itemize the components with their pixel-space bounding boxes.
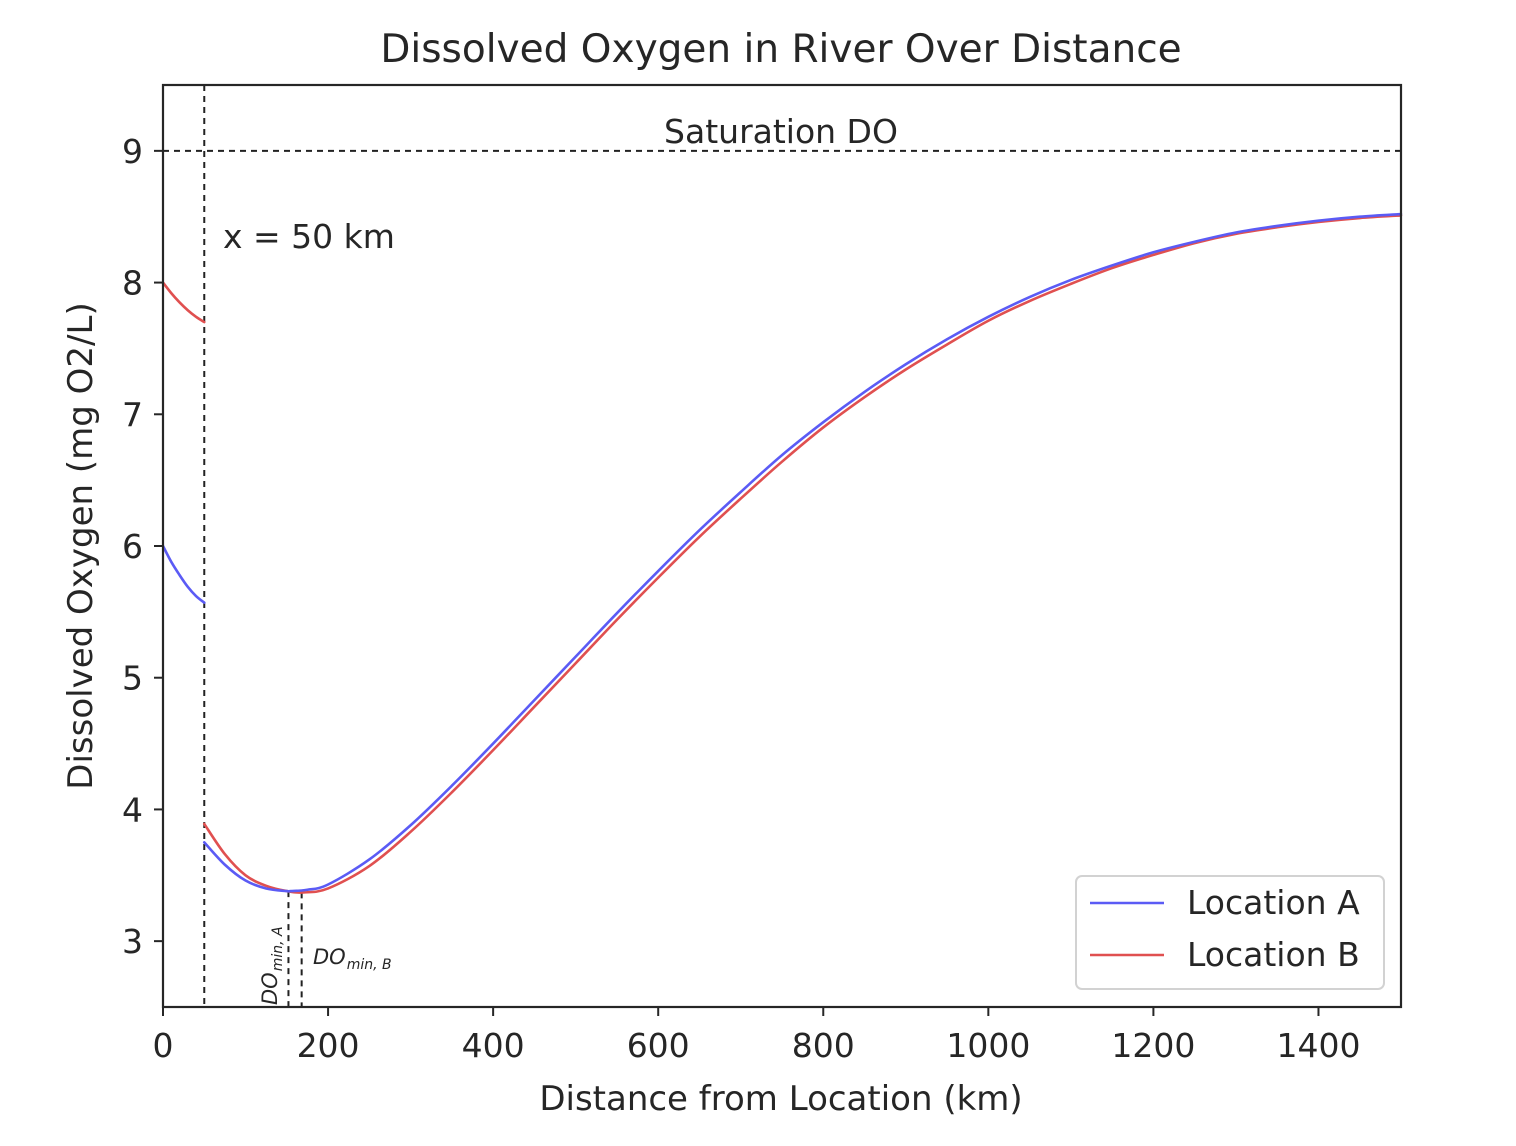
y-tick-label-7: 7: [122, 395, 143, 434]
y-axis-label: Dissolved Oxygen (mg O2/L): [61, 302, 101, 789]
saturation-label: Saturation DO: [664, 112, 898, 151]
legend-label-location-b: Location B: [1187, 935, 1360, 974]
series-location-b-segment-2: [202, 214, 1403, 894]
y-tick-label-6: 6: [122, 527, 143, 566]
y-tick-label-3: 3: [122, 922, 143, 961]
y-tick-label-5: 5: [122, 659, 143, 698]
reference-lines: [163, 85, 1401, 1007]
series-location-b-segment-1: [161, 281, 206, 324]
do-min-b-text: DO: [313, 945, 346, 969]
x-tick-label-200: 200: [297, 1026, 360, 1065]
x-axis: 0 200 400 600 800 1000 1200 1400: [153, 1007, 1360, 1065]
do-min-a-subscript: min, A: [270, 926, 286, 971]
series-location-a-segment-1: [161, 544, 206, 604]
discharge-label: x = 50 km: [223, 217, 395, 256]
svg-text:DOmin, B: DOmin, B: [313, 945, 392, 973]
do-min-b-subscript: min, B: [347, 957, 392, 973]
x-tick-label-800: 800: [792, 1026, 855, 1065]
y-tick-label-4: 4: [122, 790, 143, 829]
x-tick-label-400: 400: [462, 1026, 525, 1065]
y-tick-label-8: 8: [122, 264, 143, 303]
x-tick-label-600: 600: [627, 1026, 690, 1065]
series-location-a-segment-2: [202, 212, 1403, 893]
x-axis-label: Distance from Location (km): [539, 1079, 1022, 1119]
series-layer: [161, 212, 1403, 894]
x-tick-label-1200: 1200: [1111, 1026, 1195, 1065]
legend-label-location-a: Location A: [1187, 883, 1360, 922]
svg-text:DOmin, A: DOmin, A: [258, 926, 286, 1005]
chart-title: Dissolved Oxygen in River Over Distance: [380, 27, 1181, 72]
x-tick-label-1400: 1400: [1276, 1026, 1360, 1065]
x-tick-label-0: 0: [153, 1026, 174, 1065]
do-min-b-label: DOmin, B: [313, 945, 392, 973]
x-tick-label-1000: 1000: [946, 1026, 1030, 1065]
legend: Location A Location B: [1075, 875, 1385, 990]
y-tick-label-9: 9: [122, 132, 143, 171]
do-min-a-label: DOmin, A: [258, 926, 286, 1005]
do-min-a-text: DO: [258, 972, 282, 1005]
y-axis: 3 4 5 6 7 8 9: [122, 132, 163, 961]
